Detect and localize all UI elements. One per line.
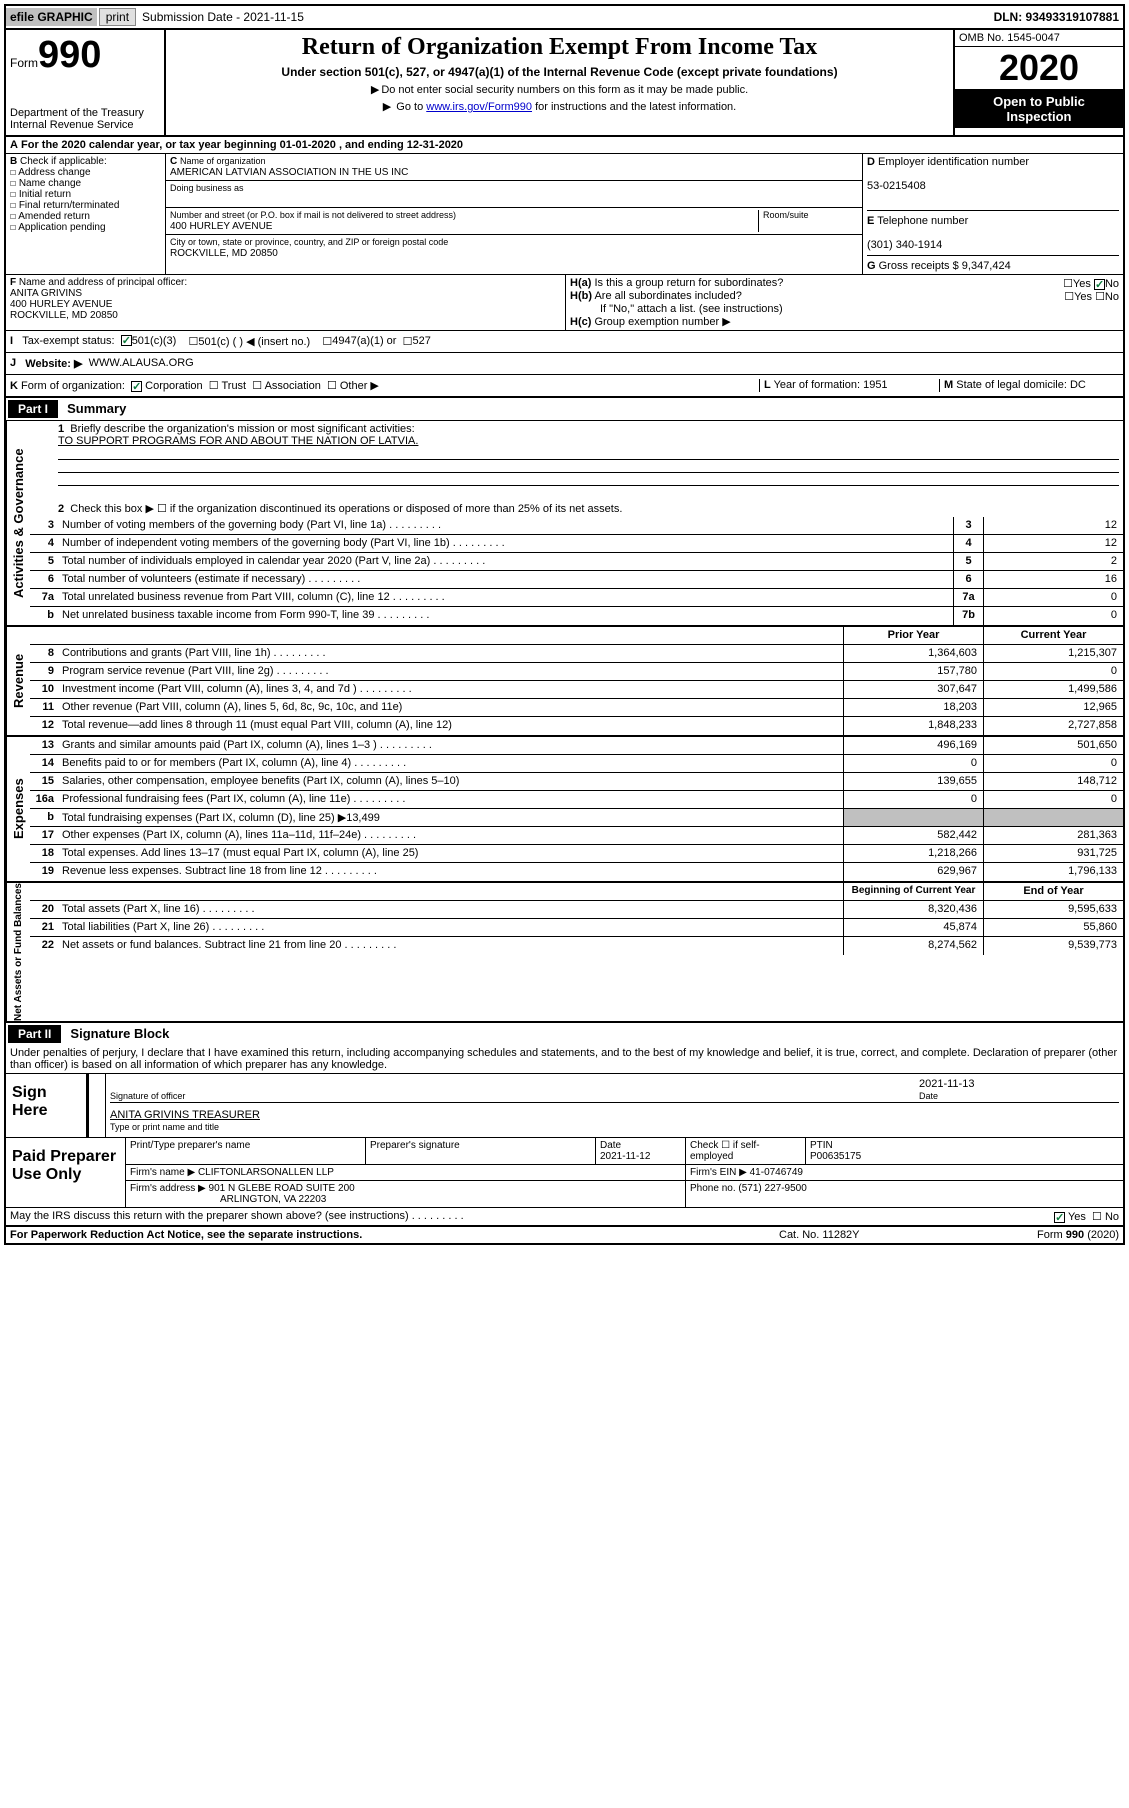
tab-governance: Activities & Governance [6,421,30,625]
irs-link[interactable]: www.irs.gov/Form990 [426,101,532,113]
phone: (301) 340-1914 [867,239,942,251]
omb-number: OMB No. 1545-0047 [955,30,1123,47]
officer-name: ANITA GRIVINS [10,288,82,299]
org-address: 400 HURLEY AVENUE [170,221,272,232]
header-middle: Return of Organization Exempt From Incom… [166,30,953,135]
section-bcd: B Check if applicable: ☐ Address change … [6,154,1123,275]
preparer-block: Paid Preparer Use Only Print/Type prepar… [6,1138,1123,1208]
501c3-checkbox[interactable] [121,335,132,346]
part2-header: Part II Signature Block [6,1023,1123,1045]
section-fh: F Name and address of principal officer:… [6,275,1123,331]
col-h: H(a) Is this a group return for subordin… [566,275,1123,330]
tax-year: 2020 [955,47,1123,90]
revenue-block: Revenue Prior YearCurrent Year 8Contribu… [6,627,1123,737]
org-city: ROCKVILLE, MD 20850 [170,248,278,259]
efile-label: efile GRAPHIC [6,8,97,26]
note-link: Go to www.irs.gov/Form990 for instructio… [170,100,949,113]
col-b: B Check if applicable: ☐ Address change … [6,154,166,274]
header-left: Form990 Department of the Treasury Inter… [6,30,166,135]
website: WWW.ALAUSA.ORG [89,357,194,370]
col-d: D Employer identification number53-02154… [863,154,1123,274]
form-header: Form990 Department of the Treasury Inter… [6,30,1123,137]
ein: 53-0215408 [867,180,926,192]
gross-receipts: 9,347,424 [962,260,1011,272]
col-f: F Name and address of principal officer:… [6,275,566,330]
form-ref: Form 990 (2020) [979,1229,1119,1241]
form-page: efile GRAPHIC print Submission Date - 20… [4,4,1125,1245]
tax-period: A For the 2020 calendar year, or tax yea… [6,137,1123,154]
discuss-yes-checkbox[interactable] [1054,1212,1065,1223]
topbar: efile GRAPHIC print Submission Date - 20… [6,6,1123,30]
dept-label: Department of the Treasury Internal Reve… [10,107,160,131]
assets-block: Net Assets or Fund Balances Beginning of… [6,883,1123,1023]
governance-block: Activities & Governance 1 Briefly descri… [6,421,1123,627]
row-klm: K Form of organization: Corporation ☐ Tr… [6,375,1123,398]
row-j: J Website: ▶ WWW.ALAUSA.ORG [6,353,1123,375]
page-footer: For Paperwork Reduction Act Notice, see … [6,1227,1123,1243]
tab-revenue: Revenue [6,627,30,735]
note-ssn: Do not enter social security numbers on … [170,83,949,96]
dln-label: DLN: 93493319107881 [994,10,1123,24]
officer-sig-name: ANITA GRIVINS TREASURER [110,1109,260,1121]
print-button[interactable]: print [99,8,136,26]
form-subtitle: Under section 501(c), 527, or 4947(a)(1)… [170,65,949,79]
col-c: C Name of organizationAMERICAN LATVIAN A… [166,154,863,274]
declaration: Under penalties of perjury, I declare th… [6,1045,1123,1074]
tab-expenses: Expenses [6,737,30,881]
form-word: Form [10,56,38,70]
part1-header: Part I Summary [6,398,1123,421]
form-number: 990 [38,34,101,76]
org-name: AMERICAN LATVIAN ASSOCIATION IN THE US I… [170,167,408,178]
discuss-row: May the IRS discuss this return with the… [6,1208,1123,1227]
mission-text: TO SUPPORT PROGRAMS FOR AND ABOUT THE NA… [58,435,418,447]
form-title: Return of Organization Exempt From Incom… [170,34,949,61]
header-right: OMB No. 1545-0047 2020 Open to Public In… [953,30,1123,135]
expenses-block: Expenses 13Grants and similar amounts pa… [6,737,1123,883]
sign-here-block: Sign Here Signature of officer 2021-11-1… [6,1074,1123,1138]
inspection-label: Open to Public Inspection [955,90,1123,128]
row-i: I Tax-exempt status: 501(c)(3) ☐ 501(c) … [6,331,1123,353]
submission-date: Submission Date - 2021-11-15 [138,10,308,24]
tab-assets: Net Assets or Fund Balances [6,883,30,1021]
